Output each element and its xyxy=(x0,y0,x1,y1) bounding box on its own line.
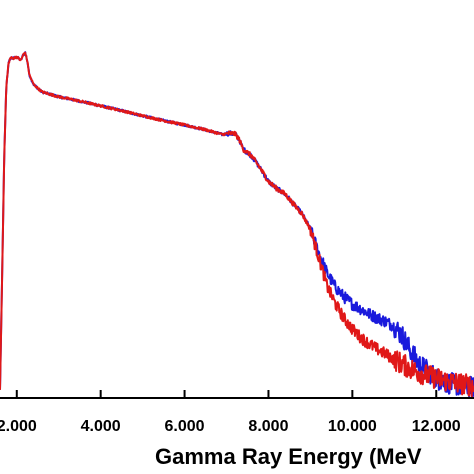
x-tick-label: 4.000 xyxy=(81,418,121,435)
series-layer xyxy=(0,51,474,398)
x-tick-label: 10.000 xyxy=(328,418,377,435)
x-tick-label: 12.000 xyxy=(412,418,461,435)
x-tick-label: 2.000 xyxy=(0,418,37,435)
x-tick-label: 6.000 xyxy=(165,418,205,435)
x-axis-title: Gamma Ray Energy (MeV xyxy=(155,444,422,469)
series-red-line xyxy=(0,51,474,398)
x-tick-label: 8.000 xyxy=(248,418,288,435)
x-tick-layer: 2.000 4.000 6.000 8.000 10.000 12.000 xyxy=(0,390,461,435)
